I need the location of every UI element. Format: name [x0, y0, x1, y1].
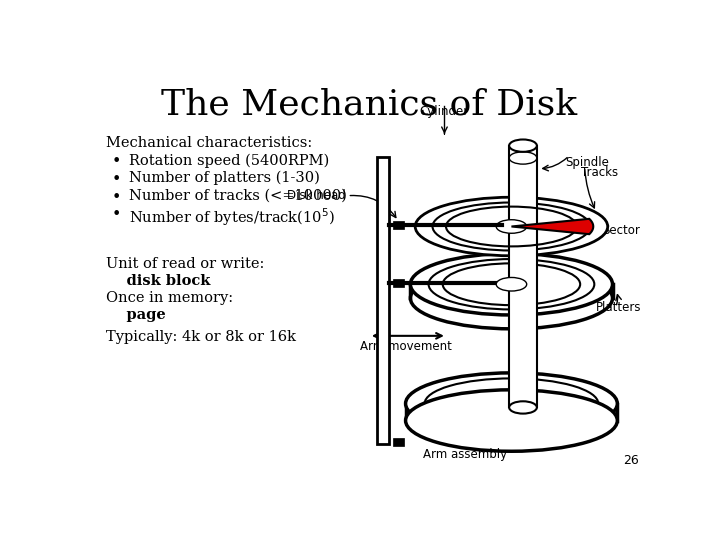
Text: Tracks: Tracks [580, 166, 618, 179]
Bar [393, 221, 404, 229]
Text: Typically: 4k or 8k or 16k: Typically: 4k or 8k or 16k [106, 330, 296, 345]
Ellipse shape [405, 390, 617, 451]
Ellipse shape [415, 197, 608, 256]
Text: Rotation speed (5400RPM): Rotation speed (5400RPM) [129, 153, 329, 168]
Ellipse shape [509, 139, 537, 152]
Text: Unit of read or write:: Unit of read or write: [106, 257, 264, 271]
Ellipse shape [410, 253, 613, 315]
Text: Disk head: Disk head [287, 189, 346, 202]
Ellipse shape [496, 220, 527, 233]
Bar [393, 438, 404, 446]
Ellipse shape [405, 373, 617, 434]
Text: Once in memory:: Once in memory: [106, 291, 233, 305]
Ellipse shape [410, 267, 613, 329]
Text: •: • [112, 171, 121, 188]
Text: •: • [112, 189, 121, 206]
Text: Number of tracks (<=10000): Number of tracks (<=10000) [129, 189, 346, 203]
Text: 26: 26 [623, 454, 639, 467]
Text: Number of platters (1-30): Number of platters (1-30) [129, 171, 320, 185]
Bar [393, 279, 404, 287]
Text: Platters: Platters [596, 301, 642, 314]
Text: page: page [106, 308, 166, 322]
Text: Number of bytes/track(10$^5$): Number of bytes/track(10$^5$) [129, 206, 335, 228]
Text: Mechanical characteristics:: Mechanical characteristics: [106, 136, 312, 150]
Text: The Mechanics of Disk: The Mechanics of Disk [161, 88, 577, 122]
Text: Arm movement: Arm movement [360, 340, 452, 353]
Text: •: • [112, 206, 121, 224]
Text: Arm assembly: Arm assembly [423, 448, 507, 461]
Text: •: • [112, 153, 121, 170]
Text: Cylinder: Cylinder [420, 105, 469, 118]
Text: Sector: Sector [602, 224, 640, 237]
Bar [509, 146, 537, 408]
Text: Spindle: Spindle [565, 156, 609, 168]
Ellipse shape [496, 278, 527, 291]
Ellipse shape [509, 401, 537, 414]
Text: disk block: disk block [106, 274, 210, 288]
Polygon shape [511, 219, 593, 234]
Bar [377, 157, 389, 444]
